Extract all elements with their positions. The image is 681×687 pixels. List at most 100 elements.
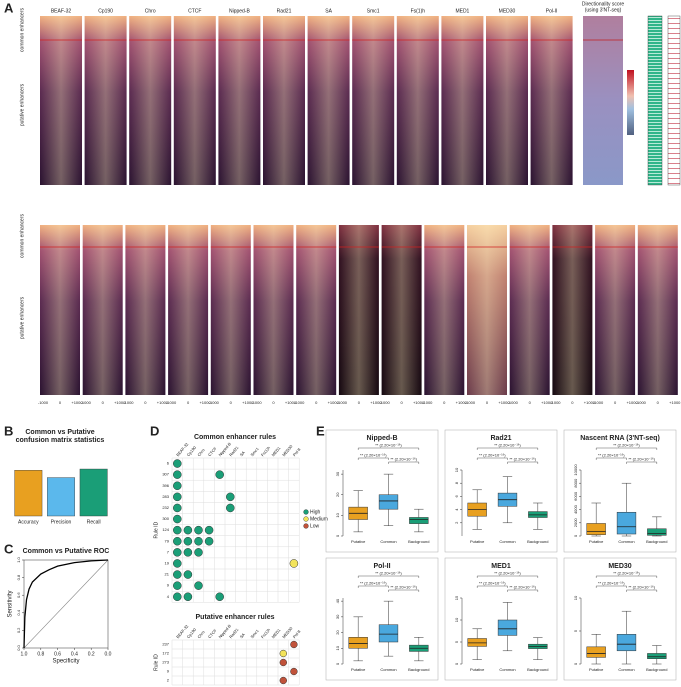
x-tick-label: +1000 <box>370 400 382 405</box>
y-tick-label: 4000 <box>573 504 578 514</box>
x-tick-label: -1000 <box>166 400 177 405</box>
heatmap-center <box>509 225 550 395</box>
rule-dot <box>183 548 193 557</box>
row-label: 273 <box>162 660 169 665</box>
x-tick-label: -1000 <box>422 400 433 405</box>
x-tick-label: Putative <box>351 667 366 672</box>
x-axis-label: Specificity <box>52 659 79 665</box>
rule-dot <box>183 592 193 602</box>
rule-dot <box>204 536 214 546</box>
chart-title: Putative enhancer rules <box>196 614 275 621</box>
box <box>378 494 399 510</box>
significance-bracket <box>357 575 420 578</box>
y-tick-label: 0 <box>573 534 578 537</box>
significance-label: ** (2.20×10⁻¹⁶) <box>598 453 625 458</box>
y-tick-label: 30 <box>335 471 340 476</box>
chart-title: Common vs Putative <box>25 429 94 436</box>
x-tick-label: 0 <box>443 400 446 405</box>
box <box>647 653 667 659</box>
x-tick-label: 0 <box>657 400 660 405</box>
significance-label: ** (2.20×10⁻¹⁶) <box>479 581 506 586</box>
legend-swatch <box>303 516 309 522</box>
x-tick-label: 0 <box>272 400 275 405</box>
x-tick-label: -1000 <box>379 400 390 405</box>
x-tick-label: 0.2 <box>88 651 95 657</box>
rule-dot <box>290 667 298 676</box>
x-tick-label: 0 <box>230 400 233 405</box>
x-tick-label: 0.8 <box>37 651 44 657</box>
column-label: Pol-II <box>292 447 302 457</box>
track-title: Chro <box>145 8 156 14</box>
chart-title: Common enhancer rules <box>194 434 276 441</box>
heatmap-center <box>486 16 528 185</box>
directionality-heatmap <box>583 16 623 185</box>
bar <box>14 470 43 517</box>
y-axis-label: Rule ID <box>153 521 159 538</box>
x-tick-label: Background <box>408 667 429 672</box>
x-tick-label: 0.4 <box>71 651 78 657</box>
bar <box>47 477 75 517</box>
row-label: 9 <box>167 583 170 588</box>
significance-label: ** (2.20×10⁻¹⁶) <box>375 443 402 448</box>
column-label: Cp190 <box>186 444 198 457</box>
x-tick-label: Common <box>380 539 396 544</box>
row-label: 124 <box>162 527 169 532</box>
track-title: Smc1 <box>367 8 380 14</box>
significance-label: ** (2.20×10⁻¹⁶) <box>628 585 655 590</box>
x-tick-label: -1000 <box>550 400 561 405</box>
y-tick-label: 10 <box>454 617 459 622</box>
heatmap-center <box>424 225 465 395</box>
x-tick-label: -1000 <box>81 400 92 405</box>
significance-bracket <box>357 447 420 450</box>
row-label: common enhancers <box>19 214 25 258</box>
heatmap-center <box>396 16 439 185</box>
significance-label: ** (2.20×10⁻¹⁶) <box>360 453 387 458</box>
heatmap-title: Directionality score <box>582 1 624 7</box>
significance-bracket <box>595 585 627 588</box>
chart-title: MED30 <box>608 563 631 570</box>
x-tick-label: 0 <box>486 400 489 405</box>
x-tick-label: 0 <box>315 400 318 405</box>
heatmap-center <box>530 16 573 185</box>
legend-label: Medium <box>310 516 328 522</box>
heatmap-center <box>467 225 507 395</box>
row-label: 4 <box>167 594 170 599</box>
x-tick-label: 0 <box>102 400 105 405</box>
x-tick-label: +1000 <box>498 400 510 405</box>
x-tick-label: Background <box>646 539 667 544</box>
significance-bracket <box>626 589 658 592</box>
column-label: Chro <box>196 447 206 457</box>
x-tick-label: -1000 <box>251 400 262 405</box>
row-label: 7 <box>167 549 170 554</box>
y-tick-label: 10 <box>335 645 340 650</box>
significance-bracket <box>507 589 539 592</box>
track-title: BEAF-32 <box>51 8 72 14</box>
box <box>497 619 518 636</box>
y-tick-label: 0.8 <box>16 574 21 580</box>
x-tick-label: +1000 <box>285 400 297 405</box>
rule-dot <box>194 525 203 535</box>
x-tick-label: Putative <box>470 539 485 544</box>
y-tick-label: 0.2 <box>16 627 21 633</box>
box <box>409 517 429 524</box>
column-label: Chro <box>196 629 206 639</box>
x-tick-label: 0 <box>529 400 532 405</box>
panel-frame <box>444 429 558 553</box>
significance-bracket <box>388 461 420 464</box>
panel-frame <box>444 557 558 681</box>
row-label: 19 <box>165 561 170 566</box>
y-tick-label: 10 <box>454 467 459 472</box>
x-tick-label: Common <box>380 667 396 672</box>
significance-label: ** (2.20×10⁻¹⁶) <box>390 457 417 462</box>
x-tick-label: Accuracy <box>18 519 39 525</box>
significance-label: ** (2.20×10⁻¹⁶) <box>360 581 387 586</box>
column-label: SA <box>239 632 246 640</box>
heatmap-center <box>218 16 261 185</box>
y-axis-label: Rule ID <box>153 654 159 671</box>
rule-dot <box>194 536 203 546</box>
x-tick-label: 0 <box>571 400 574 405</box>
x-tick-label: Precision <box>51 519 72 525</box>
row-label: 21 <box>165 572 170 577</box>
significance-label: ** (2.20×10⁻¹⁶) <box>509 457 536 462</box>
track-title: Fs(1)h <box>411 8 426 14</box>
